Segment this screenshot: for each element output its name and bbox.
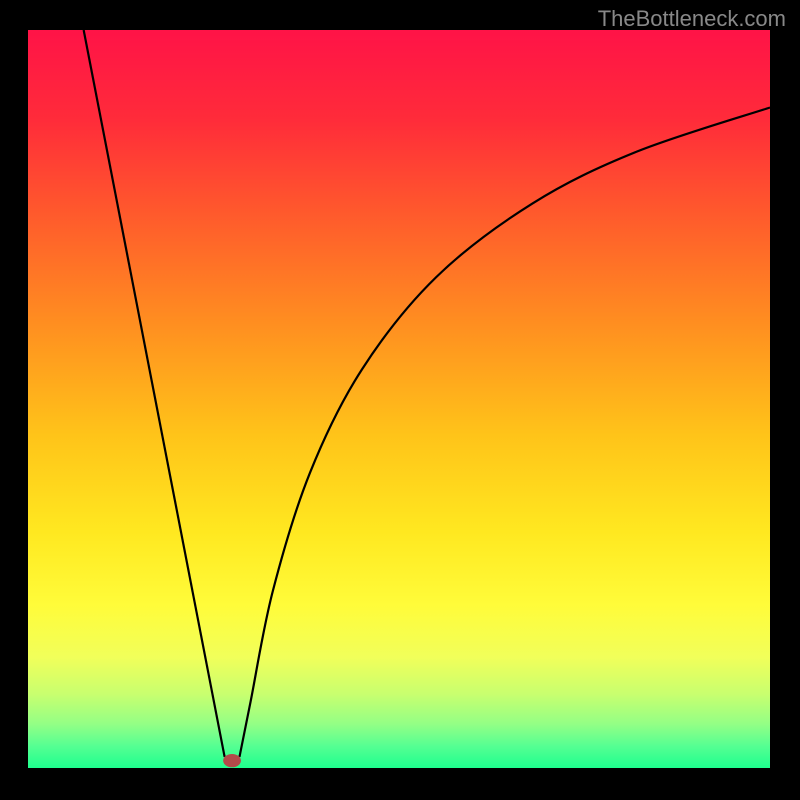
plot-area: [28, 30, 770, 768]
watermark-text: TheBottleneck.com: [598, 6, 786, 32]
plot-gradient: [28, 30, 770, 768]
